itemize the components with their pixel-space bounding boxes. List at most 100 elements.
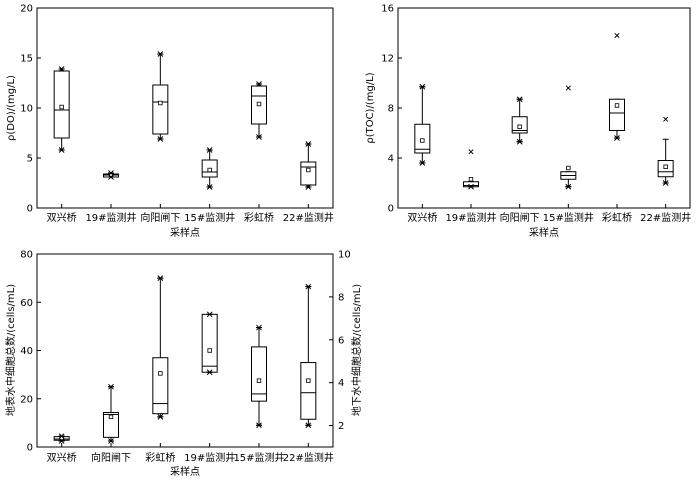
- x-category-label: 彩虹桥: [602, 212, 632, 224]
- box-2: [103, 170, 119, 180]
- mean-marker: [108, 414, 114, 420]
- outlier-high-marker: [58, 433, 65, 439]
- outlier-low-marker: [58, 438, 65, 444]
- y-tick-label: 20: [20, 394, 33, 405]
- outlier-low-marker: [157, 136, 164, 142]
- outlier-high-marker: [108, 383, 114, 390]
- outlier-high-marker: [305, 283, 312, 290]
- y-tick-label: 80: [20, 250, 33, 261]
- y-tick-label: 4: [388, 154, 394, 165]
- y-tick-label: 40: [20, 346, 33, 357]
- y2-tick-label: 4: [338, 378, 344, 389]
- y-tick-label: 0: [388, 204, 394, 215]
- y-tick-label: 5: [27, 154, 33, 165]
- box-3: [152, 51, 169, 142]
- y-tick-label: 16: [381, 4, 394, 15]
- y2-tick-label: 6: [338, 335, 344, 346]
- iqr-box: [103, 412, 119, 438]
- outlier-low-marker: [108, 438, 114, 444]
- mean-marker: [158, 100, 163, 106]
- iqr-box: [152, 84, 169, 135]
- mean-marker: [566, 165, 571, 171]
- x-category-label: 15#监测井: [184, 211, 235, 224]
- chart-panel-3: 0 20 40 60 80 2 4 6 8 10 双兴桥 向阳闸下 彩虹桥 19#监测井15#监测井22#…: [4, 250, 363, 479]
- mean-marker: [256, 101, 262, 107]
- plot-frame: [36, 7, 334, 209]
- outlier-high-marker: [58, 66, 65, 72]
- mean-marker: [207, 348, 212, 353]
- outlier-high-marker: [157, 275, 164, 281]
- x-category-label: 19#监测井: [85, 211, 136, 224]
- x-category-label: 15#监测井: [233, 451, 284, 464]
- y-tick-label: 0: [27, 204, 33, 215]
- y-axis-label: ρ(DO)/(mg/L): [6, 75, 17, 141]
- outlier-high-marker: [206, 147, 213, 153]
- iqr-box: [201, 313, 218, 373]
- outlier-low-marker: [565, 183, 572, 190]
- mean-marker: [517, 124, 522, 129]
- plot-frame: [36, 253, 334, 448]
- box-3: [511, 96, 528, 145]
- extreme-marker: [663, 116, 669, 122]
- y2-axis-label: 地下水中细胞总数/(cells/mL): [350, 284, 363, 416]
- y-tick-label: 20: [20, 4, 33, 15]
- box-2: [103, 383, 119, 444]
- box-6: [300, 141, 317, 190]
- x-axis-label: 采样点: [170, 465, 200, 478]
- y2-tick-label: 8: [338, 292, 344, 303]
- mean-marker: [158, 371, 163, 376]
- outlier-high-marker: [419, 83, 426, 90]
- outlier-high-marker: [157, 51, 164, 57]
- y-axis-label: ρ(TOC)/(mg/L): [365, 72, 376, 143]
- outlier-low-marker: [256, 134, 262, 140]
- iqr-box: [300, 362, 317, 420]
- box-4: [201, 147, 218, 190]
- x-category-label: 双兴桥: [407, 212, 437, 224]
- x-category-label: 双兴桥: [47, 452, 77, 464]
- outlier-high-marker: [256, 81, 262, 87]
- mean-marker: [207, 167, 212, 173]
- outlier-low-marker: [662, 180, 669, 186]
- y-axis-label: 地表水中细胞总数/(cells/mL): [4, 284, 17, 416]
- extreme-marker: [614, 32, 620, 39]
- box-1: [53, 66, 70, 153]
- outlier-low-marker: [58, 147, 65, 153]
- y-tick-label: 8: [388, 104, 394, 115]
- x-category-label: 彩虹桥: [145, 452, 175, 464]
- x-category-label: 22#监测井: [283, 451, 334, 464]
- box-2: [463, 149, 479, 190]
- x-axis-label: 采样点: [170, 226, 200, 239]
- mean-marker: [468, 177, 474, 182]
- mean-marker: [663, 164, 668, 169]
- extreme-marker: [468, 149, 474, 155]
- outlier-high-marker: [206, 311, 213, 318]
- outlier-low-marker: [305, 184, 312, 190]
- box-3: [152, 275, 169, 420]
- box-4: [560, 85, 577, 190]
- x-category-label: 向阳闸下: [91, 451, 131, 464]
- y-tick-label: 15: [20, 54, 33, 65]
- box-1: [414, 83, 431, 166]
- y-tick-label: 0: [27, 443, 33, 454]
- mean-marker: [306, 378, 311, 383]
- y2-tick-label: 10: [338, 250, 351, 261]
- iqr-box: [300, 161, 317, 186]
- outlier-low-marker: [468, 183, 474, 190]
- outlier-high-marker: [516, 96, 523, 103]
- outlier-low-marker: [305, 422, 312, 429]
- outlier-high-marker: [256, 324, 262, 331]
- x-category-label: 22#监测井: [640, 211, 691, 224]
- iqr-box: [53, 70, 70, 139]
- y2-tick-label: 2: [338, 421, 344, 432]
- box-6: [300, 283, 317, 429]
- box-4: [201, 311, 218, 376]
- x-category-label: 19#监测井: [184, 451, 235, 464]
- box-1: [53, 433, 70, 444]
- outlier-low-marker: [157, 413, 164, 420]
- outlier-high-marker: [305, 141, 312, 147]
- mean-marker: [306, 167, 311, 173]
- box-5: [609, 32, 625, 141]
